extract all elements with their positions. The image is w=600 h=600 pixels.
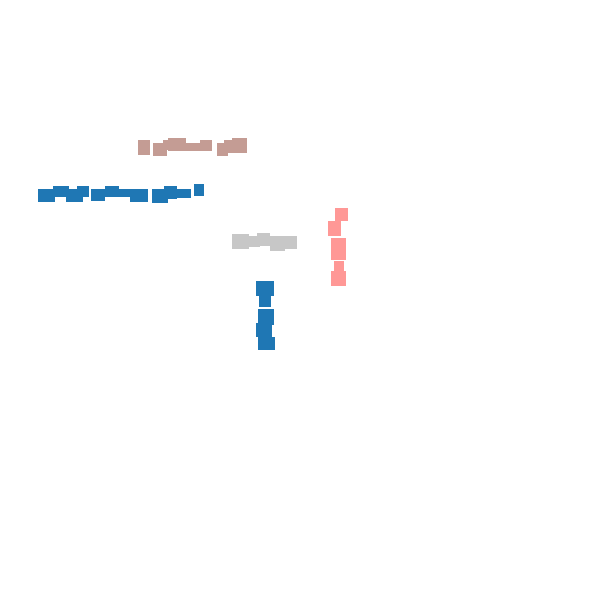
blue-horizontal-fragment-square [194,184,204,196]
blue-horizontal-fragment-square [164,186,177,199]
blue-horizontal-fragment-square [105,186,119,197]
light-gray-horizontal-fragment-square [257,233,270,246]
blue-horizontal-fragment-square [130,189,148,202]
pale-brown-horizontal-fragment-square [200,140,212,151]
blue-vertical-fragment-square [259,292,271,307]
pink-vertical-fragment-square [335,208,348,221]
pale-brown-horizontal-fragment-square [224,140,235,153]
light-gray-horizontal-fragment-square [246,236,260,247]
blue-horizontal-fragment-square [38,189,55,202]
blue-vertical-fragment-square [256,323,272,337]
blue-horizontal-fragment-square [91,189,105,201]
blue-vertical-fragment-square [258,309,274,325]
blue-vertical-fragment-square [258,337,275,350]
light-gray-horizontal-fragment-square [270,236,285,251]
blue-horizontal-fragment-square [117,189,131,197]
pale-brown-horizontal-fragment-square [217,143,228,156]
pink-vertical-fragment-square [331,248,346,260]
light-gray-horizontal-fragment-square [232,234,249,249]
pink-vertical-fragment-square [328,221,341,236]
light-gray-horizontal-fragment-square [282,236,297,249]
pink-vertical-fragment-square [334,261,344,273]
pale-brown-horizontal-fragment-square [168,138,186,151]
blue-horizontal-fragment-square [177,189,191,198]
blue-horizontal-fragment-square [77,186,89,197]
pale-brown-horizontal-fragment-square [138,140,150,155]
pale-brown-horizontal-fragment-square [184,143,200,151]
pale-brown-horizontal-fragment-square [232,138,247,153]
blue-horizontal-fragment-square [53,186,69,197]
pink-vertical-fragment-square [331,271,346,286]
